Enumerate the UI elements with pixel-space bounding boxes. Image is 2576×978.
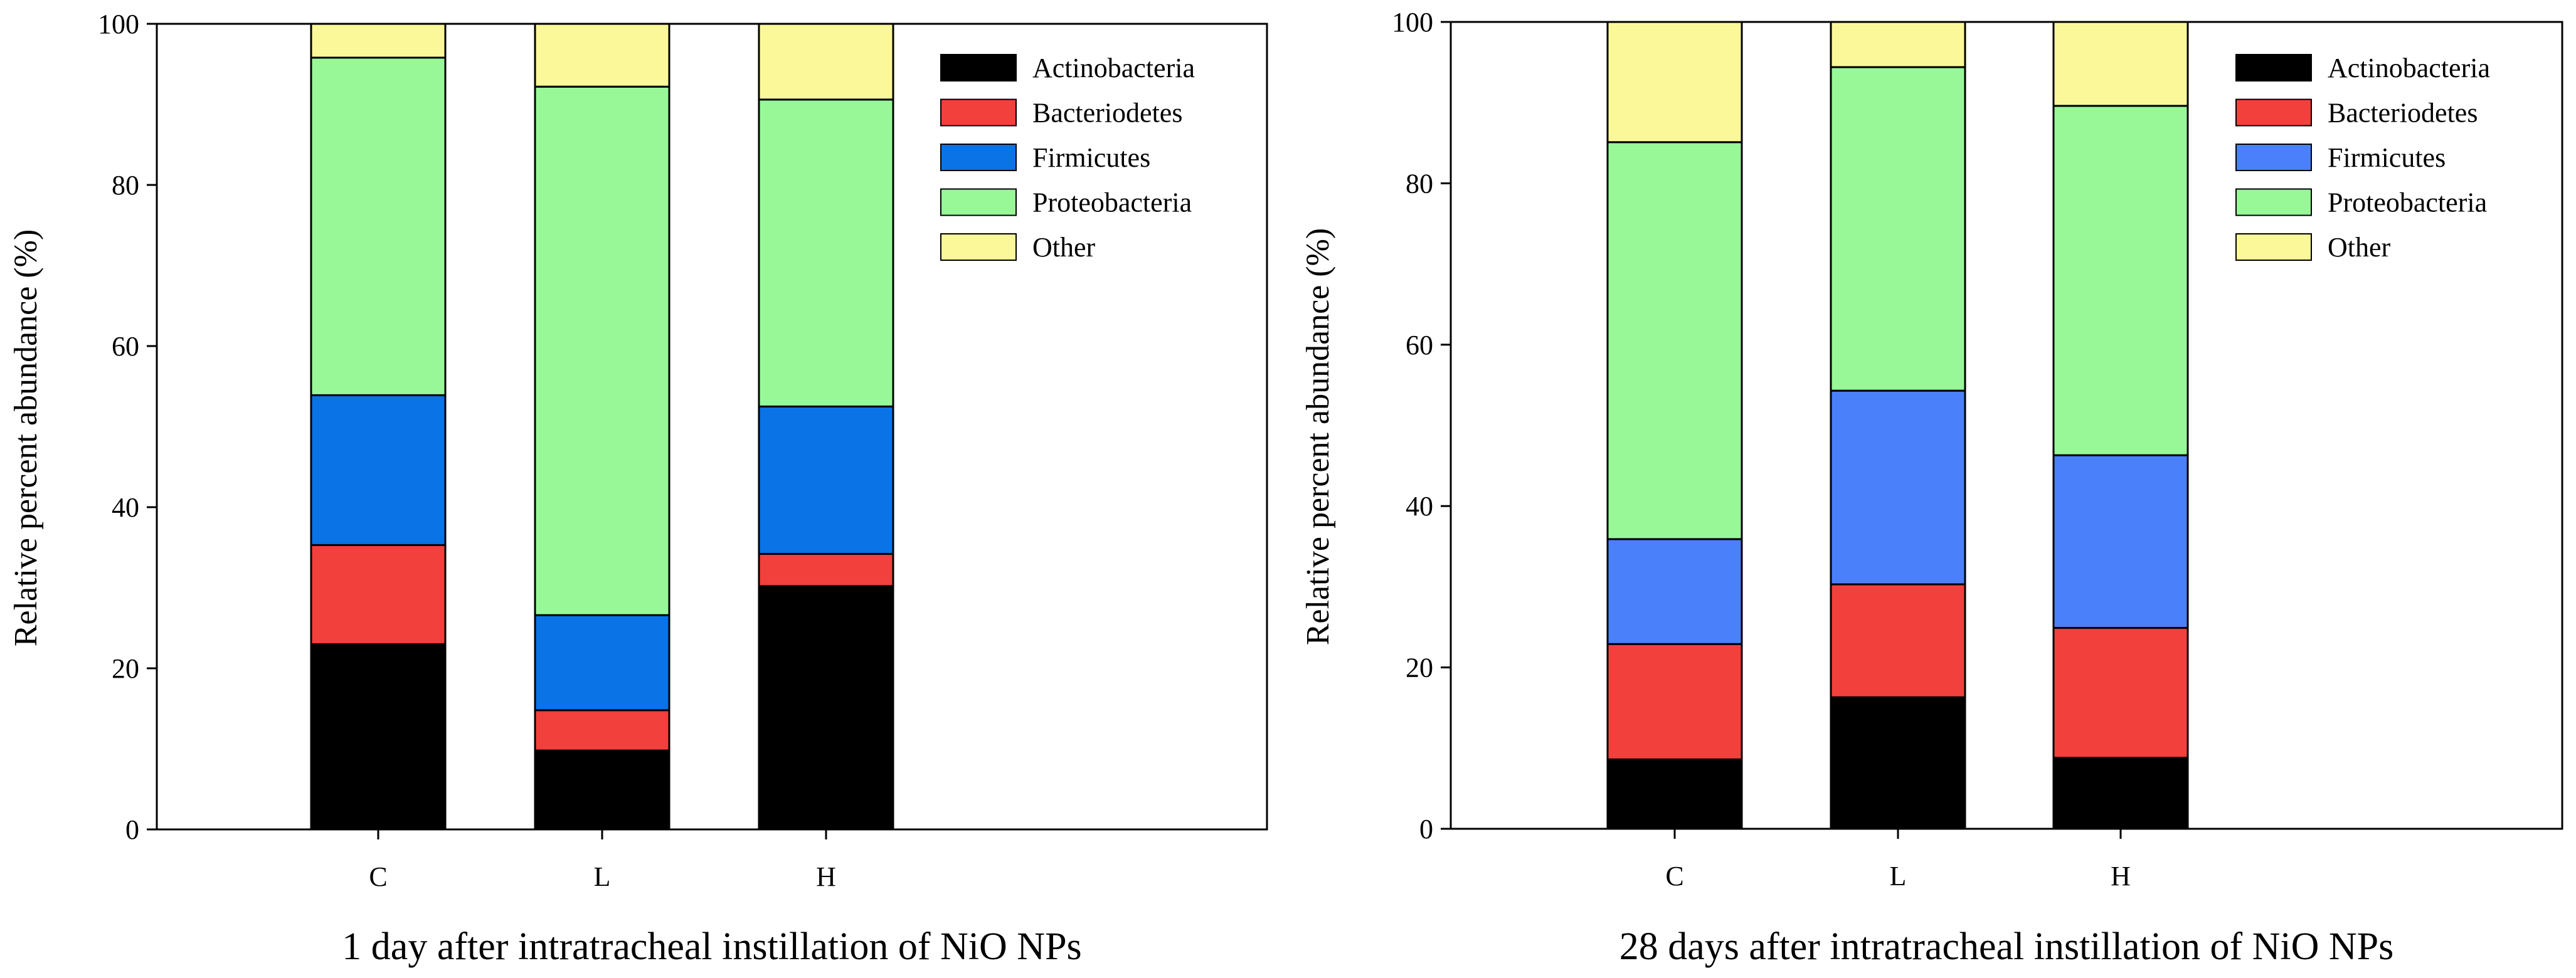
y-tick-label: 80 xyxy=(1406,168,1433,199)
y-tick-label: 20 xyxy=(1406,653,1433,683)
y-tick-label: 60 xyxy=(112,331,139,362)
bar-segment-firmicutes-l xyxy=(534,614,671,712)
y-tick-label: 60 xyxy=(1406,330,1433,360)
plot-frame xyxy=(1450,21,2563,830)
plot-frame xyxy=(156,23,1268,831)
bar-segment-actinobacteria-h xyxy=(2052,757,2189,830)
legend-label-actinobacteria: Actinobacteria xyxy=(2328,53,2490,83)
bar-segment-proteobacteria-l xyxy=(1830,66,1966,392)
bar-segment-proteobacteria-l xyxy=(534,85,671,616)
bar-segment-firmicutes-c xyxy=(310,394,447,546)
x-tick-label-h: H xyxy=(816,861,836,892)
legend-swatch-firmicutes xyxy=(2235,144,2312,171)
legend-label-other: Other xyxy=(1032,232,1096,263)
y-tick-label: 0 xyxy=(1419,814,1433,844)
bar-segment-bacteriodetes-h xyxy=(758,553,894,587)
bar-segment-proteobacteria-c xyxy=(310,56,447,396)
legend-swatch-other xyxy=(940,233,1017,261)
bar-segment-firmicutes-h xyxy=(2052,454,2189,629)
legend-swatch-bacteriodetes xyxy=(2235,98,2312,127)
legend-label-proteobacteria: Proteobacteria xyxy=(2328,187,2487,218)
y-tick-label: 20 xyxy=(112,653,139,684)
legend-label-bacteriodetes: Bacteriodetes xyxy=(2328,98,2478,129)
legend-swatch-proteobacteria xyxy=(940,188,1017,216)
y-tick-label: 40 xyxy=(112,492,139,523)
legend-label-actinobacteria: Actinobacteria xyxy=(1032,53,1195,83)
legend-swatch-actinobacteria xyxy=(2235,54,2312,82)
legend-swatch-firmicutes xyxy=(940,144,1017,171)
legend-swatch-bacteriodetes xyxy=(940,98,1017,127)
legend-swatch-other xyxy=(2235,233,2312,261)
x-tick-label-c: C xyxy=(1665,861,1683,891)
chart-caption: 1 day after intratracheal instillation o… xyxy=(342,925,1081,968)
bar-segment-proteobacteria-h xyxy=(2052,105,2189,456)
x-tick-label-l: L xyxy=(1890,861,1907,891)
bar-segment-firmicutes-h xyxy=(758,405,894,555)
chart-panel-1: 0 20 40 60 80 100 C L H Relative percent abundanc… xyxy=(8,9,1268,968)
chart-caption: 28 days after intratracheal instillation… xyxy=(1619,925,2394,968)
legend-label-proteobacteria: Proteobacteria xyxy=(1032,187,1192,218)
y-tick-label: 100 xyxy=(1392,7,1433,38)
legend-label-other: Other xyxy=(2328,232,2391,263)
chart-panel-2: 0 20 40 60 80 100 C L H Relative percent abundanc… xyxy=(1300,7,2563,968)
bar-segment-firmicutes-c xyxy=(1606,538,1743,645)
legend-swatch-actinobacteria xyxy=(940,54,1017,82)
bar-segment-actinobacteria-l xyxy=(1830,696,1966,830)
y-tick-label: 80 xyxy=(112,170,139,201)
bar-segment-actinobacteria-c xyxy=(310,643,447,831)
bar-segment-bacteriodetes-l xyxy=(1830,583,1966,698)
y-axis-label: Relative percent abundance (%) xyxy=(1300,228,1336,646)
x-tick-label-c: C xyxy=(369,861,387,892)
bar-segment-bacteriodetes-h xyxy=(2052,627,2189,759)
legend-label-firmicutes: Firmicutes xyxy=(1032,142,1150,173)
bar-segment-other-h xyxy=(2052,21,2189,107)
bar-segment-other-h xyxy=(758,23,894,101)
legend-swatch-proteobacteria xyxy=(2235,188,2312,216)
x-tick-label-l: L xyxy=(594,861,611,892)
bar-segment-proteobacteria-c xyxy=(1606,141,1743,540)
bar-segment-bacteriodetes-c xyxy=(310,544,447,645)
bar-segment-firmicutes-l xyxy=(1830,389,1966,586)
legend-label-bacteriodetes: Bacteriodetes xyxy=(1032,98,1182,129)
y-tick-label: 40 xyxy=(1406,491,1433,522)
bar-segment-actinobacteria-h xyxy=(758,585,894,831)
legend-label-firmicutes: Firmicutes xyxy=(2328,142,2446,173)
bar-segment-other-c xyxy=(1606,21,1743,144)
bar-segment-other-c xyxy=(310,23,447,59)
bar-segment-proteobacteria-h xyxy=(758,98,894,408)
bar-segment-bacteriodetes-c xyxy=(1606,643,1743,760)
bar-segment-actinobacteria-l xyxy=(534,749,671,831)
bar-segment-bacteriodetes-l xyxy=(534,709,671,752)
bar-segment-other-l xyxy=(1830,21,1966,68)
bar-segment-other-l xyxy=(534,23,671,88)
y-tick-label: 100 xyxy=(98,9,139,39)
y-axis-label: Relative percent abundance (%) xyxy=(8,229,44,647)
bar-segment-actinobacteria-c xyxy=(1606,758,1743,830)
x-tick-label-h: H xyxy=(2111,861,2131,891)
y-tick-label: 0 xyxy=(125,814,139,845)
